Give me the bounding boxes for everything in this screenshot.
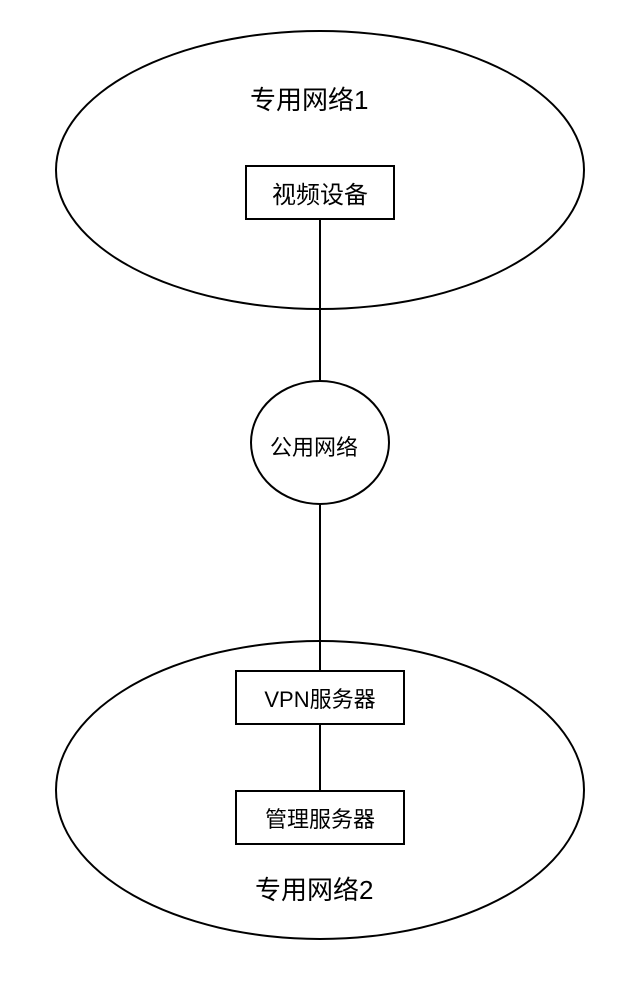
network2-label: 专用网络2 <box>255 870 373 907</box>
mgmt-server-label: 管理服务器 <box>265 802 375 834</box>
public-network-label: 公用网络 <box>270 430 358 462</box>
video-device-label: 视频设备 <box>272 175 368 210</box>
edge-video-to-public <box>319 220 321 380</box>
network1-label: 专用网络1 <box>250 80 368 117</box>
vpn-server-box: VPN服务器 <box>235 670 405 725</box>
mgmt-server-box: 管理服务器 <box>235 790 405 845</box>
video-device-box: 视频设备 <box>245 165 395 220</box>
vpn-server-label: VPN服务器 <box>264 682 375 714</box>
edge-vpn-to-mgmt <box>319 725 321 790</box>
